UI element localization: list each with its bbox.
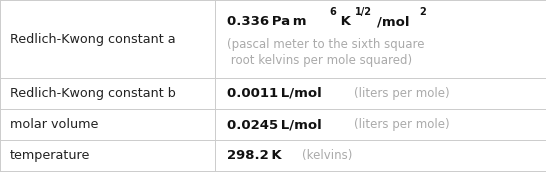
Text: 2: 2 (419, 7, 425, 17)
Text: 6: 6 (330, 7, 336, 17)
Text: /mol: /mol (377, 15, 410, 28)
Text: (kelvins): (kelvins) (302, 149, 353, 162)
Text: Redlich-Kwong constant a: Redlich-Kwong constant a (10, 33, 176, 46)
Text: 0.0245 L/mol: 0.0245 L/mol (227, 118, 322, 131)
Text: root kelvins per mole squared): root kelvins per mole squared) (227, 54, 412, 67)
Text: temperature: temperature (10, 149, 91, 162)
Text: (pascal meter to the sixth square: (pascal meter to the sixth square (227, 38, 424, 51)
Text: 298.2 K: 298.2 K (227, 149, 282, 162)
Text: Redlich-Kwong constant b: Redlich-Kwong constant b (10, 87, 176, 100)
Text: 0.336 Pa m: 0.336 Pa m (227, 15, 306, 28)
Text: (liters per mole): (liters per mole) (354, 87, 450, 100)
Text: 1/2: 1/2 (355, 7, 372, 17)
Text: 0.0011 L/mol: 0.0011 L/mol (227, 87, 322, 100)
Text: (liters per mole): (liters per mole) (354, 118, 450, 131)
Text: molar volume: molar volume (10, 118, 98, 131)
Text: K: K (339, 15, 351, 28)
